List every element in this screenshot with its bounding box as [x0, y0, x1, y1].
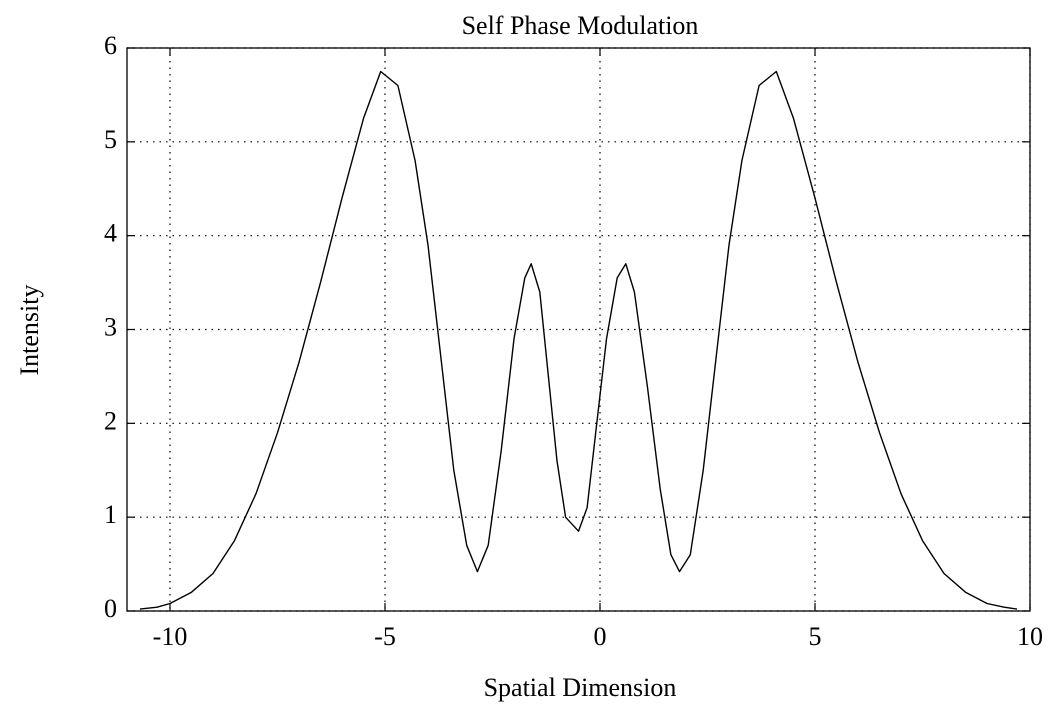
y-tick-label: 6: [104, 31, 117, 60]
y-tick-label: 5: [104, 125, 117, 154]
x-tick-label: -5: [374, 622, 396, 651]
data-line: [139, 70, 1018, 610]
x-tick-label: -10: [153, 622, 188, 651]
y-tick-label: 4: [104, 219, 117, 248]
y-axis-label: Intensity: [15, 285, 44, 376]
y-tick-label: 3: [104, 312, 117, 341]
x-axis-label: Spatial Dimension: [484, 673, 677, 702]
chart-title: Self Phase Modulation: [462, 11, 699, 40]
y-tick-label: 1: [104, 500, 117, 529]
y-tick-label: 0: [104, 594, 117, 623]
x-tick-label: 10: [1017, 622, 1043, 651]
x-tick-label: 0: [594, 622, 607, 651]
x-tick-label: 5: [809, 622, 822, 651]
y-tick-label: 2: [104, 406, 117, 435]
plot-frame: [126, 47, 1031, 612]
